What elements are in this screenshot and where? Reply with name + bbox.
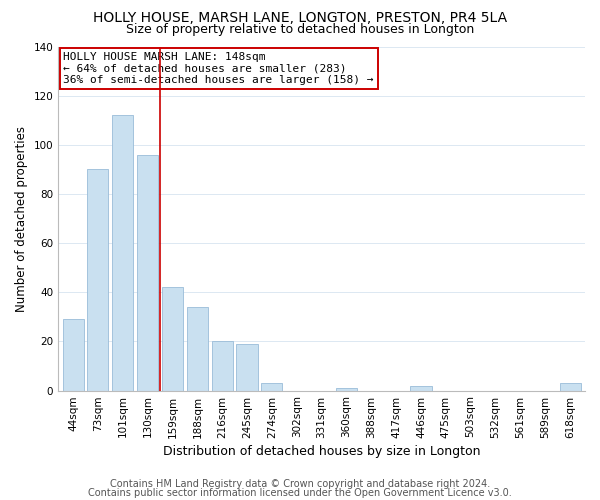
Bar [212,342,233,390]
Bar [162,288,183,391]
X-axis label: Distribution of detached houses by size in Longton: Distribution of detached houses by size … [163,444,481,458]
Bar [187,307,208,390]
Text: Size of property relative to detached houses in Longton: Size of property relative to detached ho… [126,22,474,36]
Text: HOLLY HOUSE MARSH LANE: 148sqm
← 64% of detached houses are smaller (283)
36% of: HOLLY HOUSE MARSH LANE: 148sqm ← 64% of … [64,52,374,85]
Bar [410,386,431,390]
Bar [88,170,109,390]
Text: Contains public sector information licensed under the Open Government Licence v3: Contains public sector information licen… [88,488,512,498]
Bar [62,320,83,390]
Text: Contains HM Land Registry data © Crown copyright and database right 2024.: Contains HM Land Registry data © Crown c… [110,479,490,489]
Text: HOLLY HOUSE, MARSH LANE, LONGTON, PRESTON, PR4 5LA: HOLLY HOUSE, MARSH LANE, LONGTON, PRESTO… [93,11,507,25]
Bar [236,344,257,391]
Bar [137,154,158,390]
Bar [112,116,133,390]
Y-axis label: Number of detached properties: Number of detached properties [15,126,28,312]
Bar [262,383,283,390]
Bar [560,383,581,390]
Bar [336,388,357,390]
